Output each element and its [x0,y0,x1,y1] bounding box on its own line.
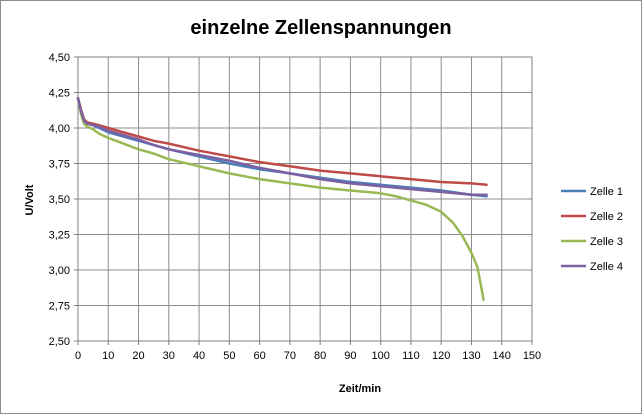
series-line-zelle-2 [76,96,488,187]
x-tick-label: 50 [223,350,235,362]
x-tick-label: 60 [253,350,265,362]
x-tick-label: 0 [75,350,81,362]
x-tick-label: 30 [163,350,175,362]
x-tick-label: 10 [102,350,114,362]
grid-lines [77,56,533,342]
y-axis-ticks: 2,50 2,75 3,00 3,25 3,50 3,75 4,00 4,25 4,50 [49,52,78,348]
y-tick-label: 3,75 [49,159,70,171]
y-tick-label: 4,50 [49,52,70,64]
legend-label: Zelle 1 [590,186,623,198]
series-line-zelle-3 [76,96,485,302]
series-line-zelle-4 [76,96,488,196]
x-tick-label: 110 [402,350,420,362]
x-tick-label: 120 [432,350,450,362]
y-tick-label: 2,50 [49,336,70,348]
y-tick-label: 3,50 [49,194,70,206]
x-tick-label: 100 [371,350,389,362]
y-tick-label: 3,00 [49,265,70,277]
y-axis-label: U/Volt [24,184,36,215]
y-tick-label: 2,75 [49,301,70,313]
x-tick-label: 90 [344,350,356,362]
chart-title: einzelne Zellenspannungen [190,17,451,39]
y-tick-label: 4,25 [49,88,70,100]
y-tick-label: 4,00 [49,123,70,135]
x-tick-label: 70 [284,350,296,362]
x-axis-label: Zeit/min [339,383,381,395]
legend-label: Zelle 2 [590,211,623,223]
x-tick-label: 80 [314,350,326,362]
legend: Zelle 1 Zelle 2 Zelle 3 Zelle 4 [561,186,623,273]
legend-label: Zelle 4 [590,261,623,273]
x-axis-ticks: 0 10 20 30 40 50 60 70 80 90 100 110 120 130 140 150 [75,341,541,362]
x-tick-label: 20 [132,350,144,362]
x-tick-label: 130 [462,350,480,362]
x-tick-label: 150 [523,350,541,362]
x-tick-label: 140 [493,350,511,362]
series-lines [76,96,488,302]
y-tick-label: 3,25 [49,230,70,242]
legend-label: Zelle 3 [590,236,623,248]
x-tick-label: 40 [193,350,205,362]
